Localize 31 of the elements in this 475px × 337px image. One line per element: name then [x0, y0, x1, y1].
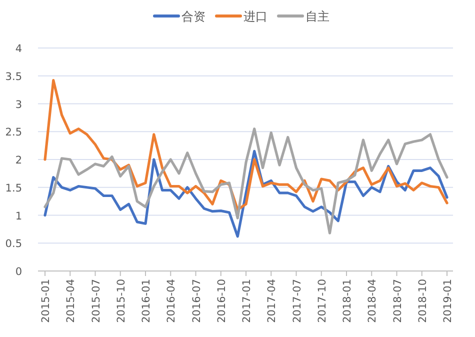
line-series: [44, 128, 448, 234]
y-tick-label: 4: [15, 43, 22, 55]
y-tick-label: 2.5: [5, 126, 22, 139]
x-tick-label: 2015-01: [40, 279, 52, 323]
x-tick-label: 2018-01: [342, 279, 354, 323]
legend-label: 自主: [306, 10, 330, 24]
x-tick-label: 2018-07: [392, 279, 404, 323]
y-tick-label: 1.5: [5, 182, 22, 194]
line-series: [44, 79, 448, 211]
x-tick-label: 2017-07: [291, 279, 304, 323]
x-tick-label: 2017-01: [241, 279, 253, 323]
legend-label: 合资: [182, 10, 206, 24]
y-tick-label: 3.5: [5, 70, 22, 83]
x-tick-label: 2016-04: [166, 278, 178, 323]
y-tick-label: 0: [15, 266, 22, 278]
y-tick-label: 1: [15, 210, 22, 222]
x-tick-label: 2015-04: [65, 278, 78, 323]
x-tick-label: 2017-10: [316, 279, 328, 323]
x-tick-label: 2015-10: [115, 279, 128, 323]
x-tick-label: 2017-04: [266, 278, 278, 323]
y-tick-label: 3: [15, 98, 22, 111]
x-tick-label: 2016-07: [190, 279, 203, 323]
x-tick-label: 2016-10: [216, 279, 228, 323]
x-tick-label: 2019-01: [442, 279, 454, 323]
x-tick-label: 2018-04: [366, 278, 379, 323]
x-tick-label: 2018-10: [416, 279, 429, 323]
x-tick-label: 2015-07: [90, 279, 102, 323]
y-tick-label: 2: [15, 154, 22, 166]
x-tick-label: 2016-01: [140, 279, 152, 323]
y-tick-label: 0.5: [5, 238, 22, 250]
legend-label: 进口: [244, 10, 268, 24]
